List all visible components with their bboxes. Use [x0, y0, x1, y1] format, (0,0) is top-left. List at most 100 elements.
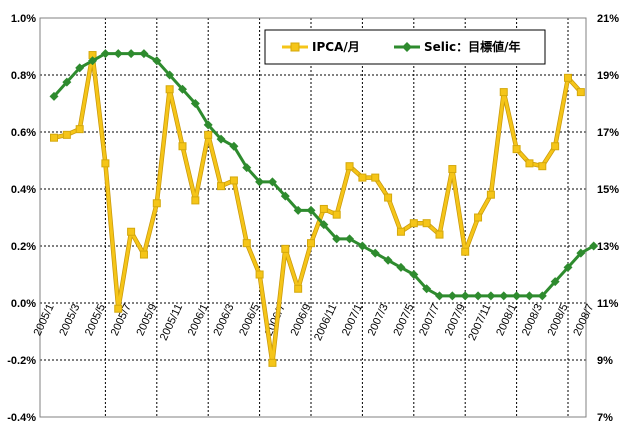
legend-ipca-marker — [290, 42, 300, 52]
ipca-point — [268, 358, 277, 367]
ipca-point — [178, 142, 187, 151]
ipca-point — [576, 88, 585, 97]
x-tick-label: 2005/5 — [83, 302, 108, 338]
ipca-point — [242, 239, 251, 248]
ipca-point — [409, 219, 418, 228]
selic-point — [267, 177, 277, 187]
legend-selic-marker — [402, 42, 412, 52]
right-tick-label: 15% — [597, 184, 619, 196]
ipca-point — [165, 85, 174, 94]
selic-point — [88, 56, 98, 66]
ipca-point — [564, 73, 572, 82]
x-tick-label: 2005/9 — [134, 302, 159, 338]
right-tick-label: 19% — [597, 70, 619, 82]
ipca-point — [307, 239, 315, 248]
left-axis-ticks: -0.4% -0.2% 0.0% 0.2% 0.4% 0.6% 0.8% 1.0% — [7, 13, 36, 424]
legend-selic-label: Selic：目標値/年 — [424, 39, 521, 54]
ipca-point — [114, 304, 123, 313]
ipca-point — [499, 88, 508, 97]
right-tick-label: 9% — [597, 355, 613, 367]
selic-point — [524, 291, 534, 301]
x-tick-label: 2006/9 — [289, 302, 314, 338]
right-tick-label: 11% — [597, 298, 619, 310]
ipca-point — [217, 182, 226, 191]
x-tick-label: 2006/11 — [312, 302, 339, 342]
selic-line — [52, 52, 595, 298]
selic-point — [512, 291, 522, 301]
left-tick-label: -0.2% — [7, 355, 36, 367]
ipca-point — [384, 193, 393, 202]
selic-point — [165, 70, 175, 80]
ipca-point — [294, 284, 303, 293]
ipca-point — [281, 244, 290, 253]
x-tick-label: 2007/11 — [466, 302, 493, 342]
selic-point — [75, 63, 85, 73]
selic-point — [242, 163, 252, 173]
selic-point — [537, 291, 547, 301]
right-tick-label: 21% — [597, 13, 619, 25]
ipca-point — [50, 133, 58, 142]
ipca-point — [229, 176, 238, 185]
ipca-point — [371, 173, 380, 182]
left-tick-label: 0.6% — [11, 127, 36, 139]
selic-point — [422, 284, 432, 294]
x-tick-label: 2006/1 — [186, 302, 211, 338]
ipca-point — [345, 162, 354, 171]
selic-point — [396, 262, 406, 272]
selic-point — [345, 234, 355, 244]
selic-point — [473, 291, 483, 301]
series-lines — [49, 49, 599, 367]
left-tick-label: 1.0% — [11, 13, 36, 25]
selic-point — [435, 291, 444, 301]
ipca-point — [435, 230, 444, 239]
x-tick-label: 2007/3 — [366, 302, 391, 338]
selic-point — [576, 248, 586, 258]
selic-point — [203, 120, 213, 130]
ipca-point — [538, 162, 547, 171]
x-tick-label: 2008/3 — [520, 302, 545, 338]
selic-point — [357, 241, 367, 251]
selic-point — [550, 277, 560, 287]
selic-point — [49, 91, 59, 101]
selic-point — [460, 291, 470, 301]
ipca-point — [461, 247, 470, 256]
ipca-point — [358, 173, 367, 182]
right-tick-label: 17% — [597, 127, 619, 139]
x-tick-label: 2007/1 — [340, 302, 365, 338]
selic-point — [486, 291, 496, 301]
selic-point — [113, 49, 123, 59]
selic-point — [280, 191, 290, 201]
selic-point — [332, 234, 342, 244]
selic-point — [178, 84, 187, 94]
ipca-point — [332, 210, 341, 219]
x-tick-label: 2006/3 — [212, 302, 237, 338]
x-tick-label: 2005/3 — [57, 302, 82, 338]
ipca-point — [474, 213, 483, 222]
selic-point — [409, 270, 419, 279]
ipca-point — [139, 250, 148, 259]
x-tick-label: 2007/7 — [417, 302, 442, 338]
left-tick-label: 0.4% — [11, 184, 36, 196]
selic-point — [126, 49, 136, 59]
selic-point — [447, 291, 457, 301]
ipca-point — [551, 142, 560, 151]
x-tick-label: 2007/9 — [443, 302, 468, 338]
ipca-point — [127, 227, 136, 236]
ipca-point — [319, 204, 328, 213]
left-tick-label: 0.2% — [11, 241, 36, 253]
ipca-point — [75, 125, 84, 134]
selic-point — [306, 205, 316, 215]
legend-ipca-label: IPCA/月 — [312, 40, 360, 54]
ipca-point — [525, 159, 534, 168]
selic-point — [229, 141, 239, 151]
ipca-point — [152, 199, 161, 208]
ipca-point — [512, 145, 521, 154]
ipca-point — [191, 196, 200, 205]
right-axis-ticks: 7% 9% 11% 13% 15% 17% 19% 21% — [597, 13, 619, 424]
selic-point — [190, 99, 200, 108]
selic-point — [62, 77, 72, 87]
ipca-point — [204, 130, 213, 139]
ipca-point — [422, 219, 431, 228]
ipca-point — [101, 159, 110, 168]
